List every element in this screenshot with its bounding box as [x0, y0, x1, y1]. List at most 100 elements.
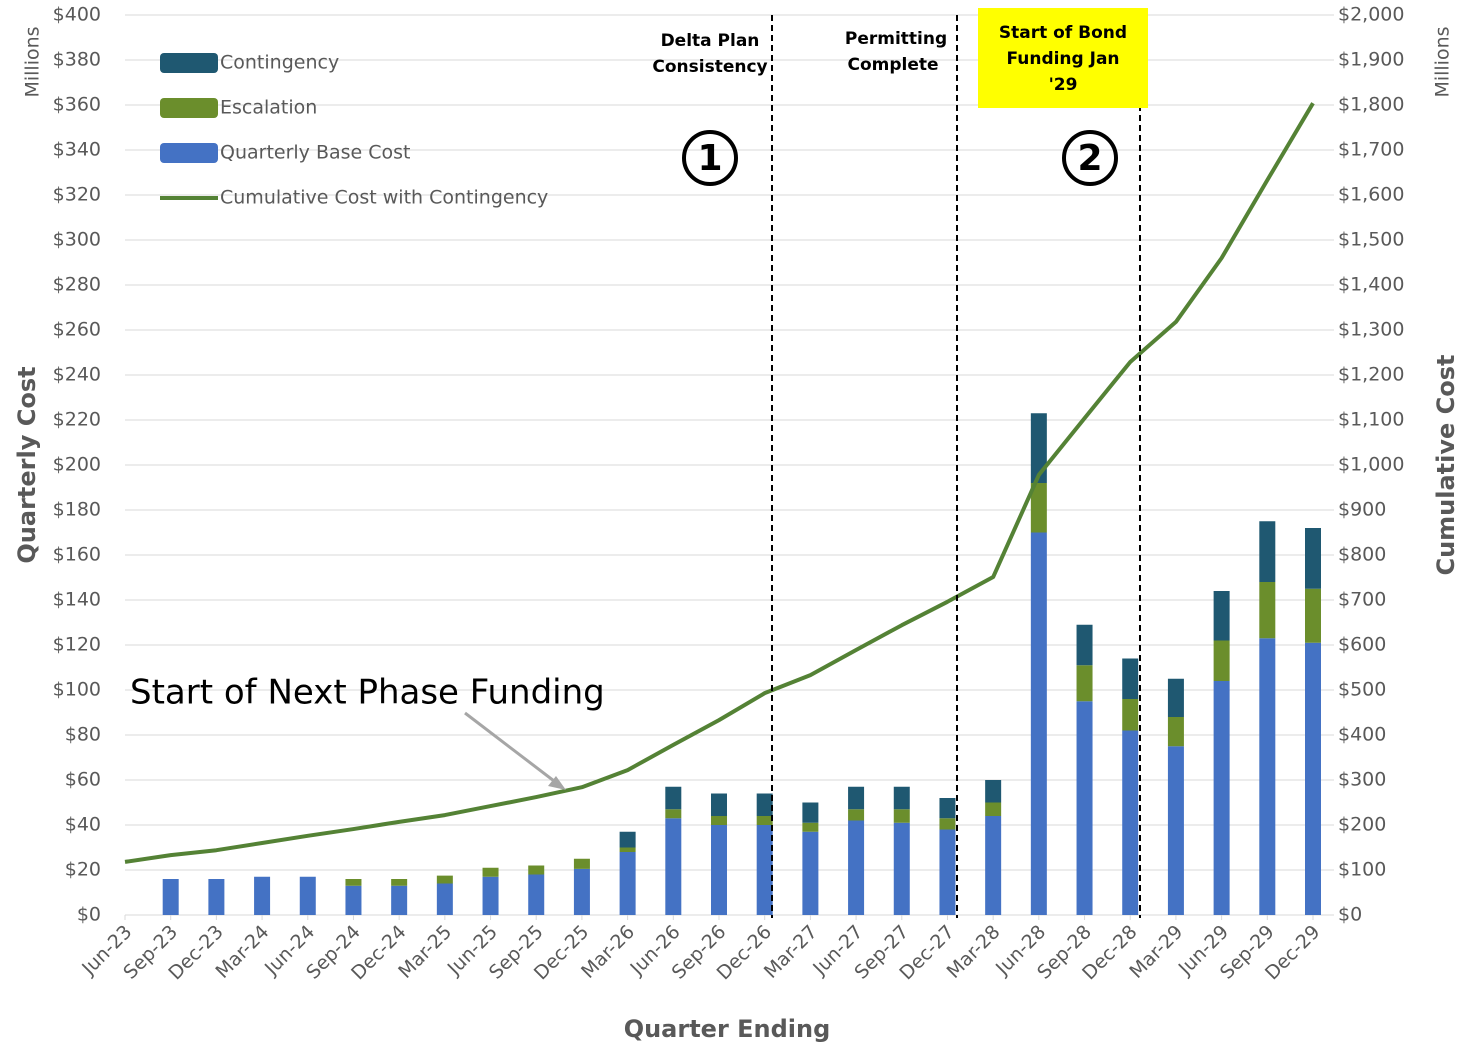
legend-label: Cumulative Cost with Contingency — [220, 187, 548, 209]
bar-segment — [711, 816, 727, 825]
bar-segment — [573, 868, 590, 915]
annotations: Delta Plan Consistency Permitting Comple… — [130, 8, 1148, 918]
legend-swatch — [160, 53, 218, 73]
y2-tick-label: $1,900 — [1338, 49, 1404, 71]
bar-segment — [1122, 699, 1139, 731]
y2-tick-label: $1,600 — [1338, 184, 1404, 206]
bar-segment — [345, 885, 362, 915]
y-tick-label: $0 — [77, 904, 101, 926]
step-circle — [1062, 130, 1118, 186]
bar-segment — [436, 883, 453, 915]
bar-segment — [1213, 640, 1230, 681]
bar-segment — [1167, 717, 1184, 747]
x-axis-title: Quarter Ending — [624, 1015, 831, 1043]
y-tick-label: $140 — [53, 589, 101, 611]
bar-segment — [1305, 588, 1321, 643]
bar-segment — [802, 831, 819, 915]
y-tick-label: $80 — [65, 724, 101, 746]
annotation: Delta Plan — [661, 31, 760, 51]
y-tick-label: $320 — [53, 184, 101, 206]
annotation: Complete — [847, 55, 938, 75]
bar-segment — [482, 876, 499, 915]
y-tick-label: $200 — [53, 454, 101, 476]
bar-segment — [1076, 701, 1093, 915]
bar-segment — [1305, 528, 1321, 589]
bar-segment — [802, 822, 819, 832]
annotation: Start of Bond — [999, 23, 1127, 43]
bar-segment — [1076, 624, 1093, 666]
y2-tick-label: $1,500 — [1338, 229, 1404, 251]
bar-segment — [1076, 665, 1093, 702]
bar-segment — [1167, 678, 1184, 717]
y-tick-label: $260 — [53, 319, 101, 341]
annotation: '29 — [1049, 75, 1078, 95]
bar-segment — [1167, 746, 1184, 915]
y-tick-label: $360 — [53, 94, 101, 116]
bar-segment — [711, 793, 727, 816]
y2-tick-label: $1,200 — [1338, 364, 1404, 386]
bar-segment — [1213, 591, 1230, 641]
bar-segment — [1259, 582, 1276, 639]
y-tick-label: $300 — [53, 229, 101, 251]
bar-segment — [756, 793, 773, 816]
y2-tick-label: $900 — [1338, 499, 1386, 521]
step-circle — [682, 130, 738, 186]
y2-tick-label: $1,800 — [1338, 94, 1404, 116]
cumulative-line — [124, 102, 1315, 864]
y-tick-label: $60 — [65, 769, 101, 791]
y-tick-label: $180 — [53, 499, 101, 521]
bar-segment — [893, 786, 910, 810]
bar-segment — [162, 879, 179, 915]
y2-tick-label: $200 — [1338, 814, 1386, 836]
bar-segment — [665, 786, 682, 810]
y2-tick-label: $400 — [1338, 724, 1386, 746]
y-tick-label: $40 — [65, 814, 101, 836]
bar-segment — [1122, 730, 1139, 915]
bar-segment — [802, 802, 819, 823]
y2-axis-title: Cumulative Cost — [1432, 354, 1460, 575]
bar-segment — [893, 822, 910, 915]
y-tick-label: $380 — [53, 49, 101, 71]
arrow-head — [548, 776, 566, 790]
y2-tick-label: $1,100 — [1338, 409, 1404, 431]
y-tick-label: $160 — [53, 544, 101, 566]
bar-segment — [848, 786, 865, 810]
bar-segment — [345, 879, 362, 886]
y-tick-label: $20 — [65, 859, 101, 881]
bar-segment — [985, 780, 1002, 803]
y-unit: Millions — [22, 26, 44, 97]
y2-tick-label: $800 — [1338, 544, 1386, 566]
bar-segment — [1213, 681, 1230, 915]
y-tick-label: $220 — [53, 409, 101, 431]
legend: Contingency Escalation Quarterly Base Cost… — [160, 52, 548, 209]
y-axis-title: Quarterly Cost — [13, 366, 41, 563]
bar-segment — [1259, 521, 1276, 582]
y-tick-label: $240 — [53, 364, 101, 386]
y2-tick-label: $1,700 — [1338, 139, 1404, 161]
bar-segment — [619, 831, 636, 848]
bar-segment — [299, 876, 316, 915]
legend-label: Escalation — [220, 97, 317, 119]
y-tick-label: $400 — [53, 4, 101, 26]
bar-segment — [1030, 483, 1047, 533]
bar-segment — [756, 816, 773, 825]
bar-segment — [619, 847, 636, 852]
y2-tick-label: $700 — [1338, 589, 1386, 611]
bar-segment — [665, 818, 682, 915]
y2-tick-label: $1,300 — [1338, 319, 1404, 341]
bar-segment — [1259, 638, 1276, 915]
y2-tick-label: $500 — [1338, 679, 1386, 701]
bar-segment — [391, 885, 408, 915]
bar-segment — [939, 829, 956, 915]
bar-segment — [985, 816, 1002, 915]
bar-segment — [665, 809, 682, 819]
y2-tick-label: $100 — [1338, 859, 1386, 881]
bar-segment — [482, 867, 499, 877]
y-tick-label: $340 — [53, 139, 101, 161]
bar-segment — [436, 875, 453, 884]
bar-segment — [1030, 413, 1047, 483]
bar-segment — [528, 865, 545, 875]
bar-segment — [848, 809, 865, 821]
bar-segment — [1122, 658, 1139, 699]
annotation: Start of Next Phase Funding — [130, 673, 605, 713]
